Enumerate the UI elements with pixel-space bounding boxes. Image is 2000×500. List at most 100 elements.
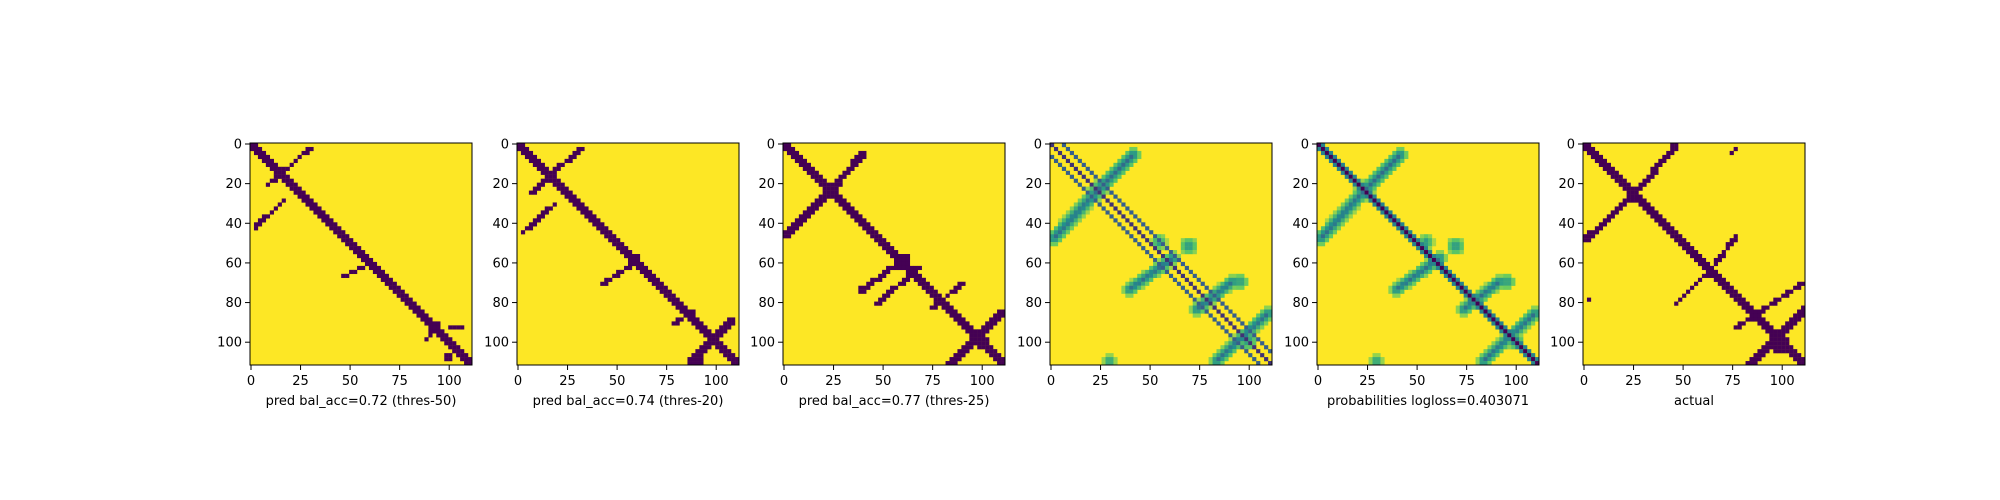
heatmap-cell (444, 341, 449, 346)
heatmap-cells (1050, 143, 1273, 366)
heatmap-cell (624, 265, 629, 271)
heatmap-cell (596, 218, 601, 223)
heatmap-cell (1733, 146, 1738, 152)
heatmap-cell (1360, 178, 1365, 183)
heatmap-cell (604, 230, 609, 235)
heatmap-cell (1416, 246, 1421, 251)
y-tick-label: 80 (1292, 296, 1309, 311)
heatmap-cell (1244, 277, 1249, 282)
heatmap-cell (1149, 254, 1154, 259)
heatmap-cell (1117, 158, 1122, 164)
heatmap-cell (1420, 273, 1425, 278)
heatmap-cell (1471, 301, 1476, 306)
heatmap-cell (1412, 273, 1417, 278)
heatmap-cell (1404, 273, 1409, 278)
heatmap-cell (1435, 257, 1441, 263)
heatmap-cell (1713, 277, 1718, 282)
heatmap-cell (977, 345, 982, 350)
heatmap-cell (1416, 273, 1421, 278)
heatmap-cell (683, 305, 688, 310)
heatmap-cell (957, 285, 962, 290)
heatmap-cell (1184, 242, 1189, 247)
heatmap-cell (1431, 265, 1437, 271)
heatmap-cell (428, 329, 433, 334)
heatmap-cell (1340, 210, 1345, 215)
heatmap-cell (965, 325, 970, 330)
heatmap-cell (576, 206, 581, 211)
heatmap-cell (297, 186, 302, 191)
heatmap-cell (687, 313, 692, 318)
heatmap-cell (783, 234, 788, 239)
heatmap-cell (432, 321, 437, 326)
heatmap-cell (862, 154, 867, 160)
heatmap-cell (961, 325, 966, 330)
heatmap-cell (329, 222, 334, 227)
heatmap-cell (1320, 146, 1326, 152)
heatmap-cell (592, 222, 597, 227)
heatmap-cell (1511, 281, 1516, 286)
heatmap-cell (452, 345, 457, 350)
heatmap-cell (1431, 254, 1437, 259)
heatmap-cell (1228, 321, 1233, 326)
heatmap-cell (1471, 293, 1476, 298)
heatmap-cell (1713, 261, 1718, 267)
heatmap-cell (1507, 341, 1512, 346)
heatmap-cell (568, 190, 573, 195)
heatmap-cell (1125, 206, 1130, 211)
heatmap-cell (257, 154, 263, 160)
heatmap-cell (568, 154, 573, 160)
heatmap-cell (1392, 281, 1397, 286)
heatmap-cell (368, 257, 374, 263)
y-tick-label: 100 (1550, 336, 1575, 351)
heatmap-cell (1172, 277, 1178, 282)
heatmap-cell (1495, 349, 1500, 354)
heatmap-cell (536, 158, 541, 164)
heatmap-cell (1487, 345, 1492, 350)
heatmap-cell (1686, 246, 1691, 251)
heatmap-cell (1137, 154, 1142, 160)
heatmap-cell (1073, 218, 1078, 223)
heatmap-cell (691, 357, 696, 362)
x-tick-label: 75 (1458, 374, 1475, 389)
heatmap-cell (1491, 285, 1496, 290)
heatmap-cell (1439, 254, 1445, 259)
heatmap-cell (1069, 162, 1074, 167)
heatmap-cell (1236, 333, 1241, 338)
heatmap-cell (1519, 349, 1524, 354)
heatmap-cell (1065, 214, 1071, 219)
heatmap-cell (1487, 285, 1492, 290)
heatmap-cell (1491, 353, 1496, 358)
heatmap-cell (878, 277, 883, 282)
heatmap-cell (1396, 158, 1401, 164)
heatmap-cell (1220, 325, 1225, 330)
heatmap-cell (1773, 345, 1778, 350)
heatmap-cell (1069, 174, 1074, 179)
heatmap-cell (830, 190, 835, 195)
heatmap-cell (1149, 273, 1154, 278)
heatmap-cell (826, 186, 831, 191)
heatmap-cell (1089, 202, 1094, 207)
heatmap-cell (1248, 321, 1253, 326)
heatmap-cell (1789, 317, 1794, 322)
heatmap-cell (520, 150, 526, 156)
heatmap-cell (520, 143, 526, 148)
heatmap-cell (1256, 329, 1261, 334)
axes-frame (1316, 142, 1540, 366)
heatmap-cell (961, 349, 966, 354)
heatmap-cell (1499, 321, 1504, 326)
heatmap-cell (250, 143, 255, 148)
heatmap-cell (1761, 325, 1766, 330)
heatmap-cell (1368, 190, 1373, 195)
heatmap-cell (1586, 238, 1592, 243)
heatmap-cell (628, 265, 633, 271)
heatmap-cell (1765, 325, 1770, 330)
heatmap-cell (1455, 277, 1460, 282)
heatmap-cell (814, 198, 819, 203)
heatmap-cell (1252, 333, 1257, 338)
heatmap-cell (1487, 349, 1492, 354)
heatmap-cell (1216, 293, 1221, 298)
heatmap-cell (842, 206, 847, 211)
heatmap-cell (822, 194, 827, 199)
heatmap-cell (1491, 313, 1496, 318)
heatmap-cell (1356, 194, 1361, 199)
